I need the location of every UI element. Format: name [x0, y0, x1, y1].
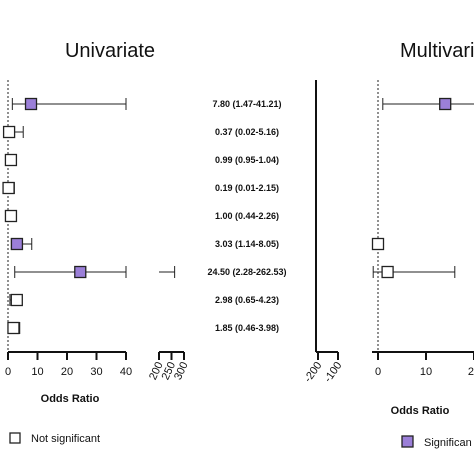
- not-significant-marker: [7, 321, 20, 335]
- significant-marker: [74, 265, 87, 279]
- odds-ratio-label: 0.99 (0.95-1.04): [215, 155, 279, 165]
- x-tick-label: 300: [172, 360, 191, 382]
- univariate-row: [10, 237, 33, 251]
- multivariate-x-axis: -200-100 0 10 20: [302, 351, 474, 385]
- x-tick-label: 20: [468, 366, 474, 378]
- significant-marker: [10, 237, 24, 251]
- x-tick-label: 10: [420, 366, 432, 378]
- univariate-row: [4, 209, 18, 223]
- multivariate-row: [382, 97, 474, 111]
- multivariate-row: [371, 237, 385, 251]
- odds-ratio-label: 1.00 (0.44-2.26): [215, 211, 279, 221]
- x-tick-label: 10: [31, 366, 43, 378]
- multivariate-title: Multivaria: [400, 40, 474, 62]
- significant-marker: [439, 97, 452, 111]
- not-significant-marker: [2, 181, 15, 195]
- not-significant-marker: [10, 293, 23, 307]
- x-tick-label: -100: [322, 360, 344, 385]
- univariate-row: [7, 321, 21, 335]
- odds-ratio-label: 3.03 (1.14-8.05): [215, 239, 279, 249]
- not-significant-marker: [371, 237, 385, 251]
- univariate-row: [11, 97, 127, 111]
- significant-marker: [24, 97, 38, 111]
- x-tick-label: 0: [5, 366, 11, 378]
- odds-ratio-label: 1.85 (0.46-3.98): [215, 323, 279, 333]
- multivariate-panel: -200-100 0 10 20 Odds Ratio: [302, 80, 474, 417]
- x-tick-label: 20: [61, 366, 73, 378]
- multivariate-row: [372, 265, 456, 279]
- univariate-row: [9, 293, 23, 307]
- univariate-title: Univariate: [65, 40, 155, 62]
- not-significant-marker: [4, 153, 18, 167]
- univariate-row: [2, 125, 24, 139]
- univariate-x-label: Odds Ratio: [41, 393, 100, 405]
- odds-ratio-label: 2.98 (0.65-4.23): [215, 295, 279, 305]
- legend-significant-marker: [401, 435, 414, 448]
- legend-not-significant-marker: [9, 432, 21, 444]
- not-significant-marker: [381, 265, 394, 279]
- odds-ratio-label: 0.19 (0.01-2.15): [215, 183, 279, 193]
- x-tick-label: 40: [120, 366, 132, 378]
- legend-not-significant-label: Not significant: [31, 433, 100, 445]
- legend-significant-label: Significan: [424, 437, 472, 449]
- legend: Not significant Significan: [9, 432, 472, 449]
- not-significant-marker: [2, 125, 16, 139]
- or-labels: 7.80 (1.47-41.21) 0.37 (0.02-5.16) 0.99 (0…: [207, 99, 286, 333]
- odds-ratio-label: 0.37 (0.02-5.16): [215, 127, 279, 137]
- not-significant-marker: [4, 209, 18, 223]
- x-tick-label: 30: [90, 366, 102, 378]
- x-tick-label: 0: [375, 366, 381, 378]
- univariate-row: [14, 265, 176, 279]
- multivariate-x-label: Odds Ratio: [391, 405, 450, 417]
- univariate-row: [4, 153, 18, 167]
- odds-ratio-label: 7.80 (1.47-41.21): [212, 99, 281, 109]
- univariate-row: [2, 181, 15, 195]
- odds-ratio-label: 24.50 (2.28-262.53): [207, 267, 286, 277]
- x-tick-label: -200: [302, 360, 324, 385]
